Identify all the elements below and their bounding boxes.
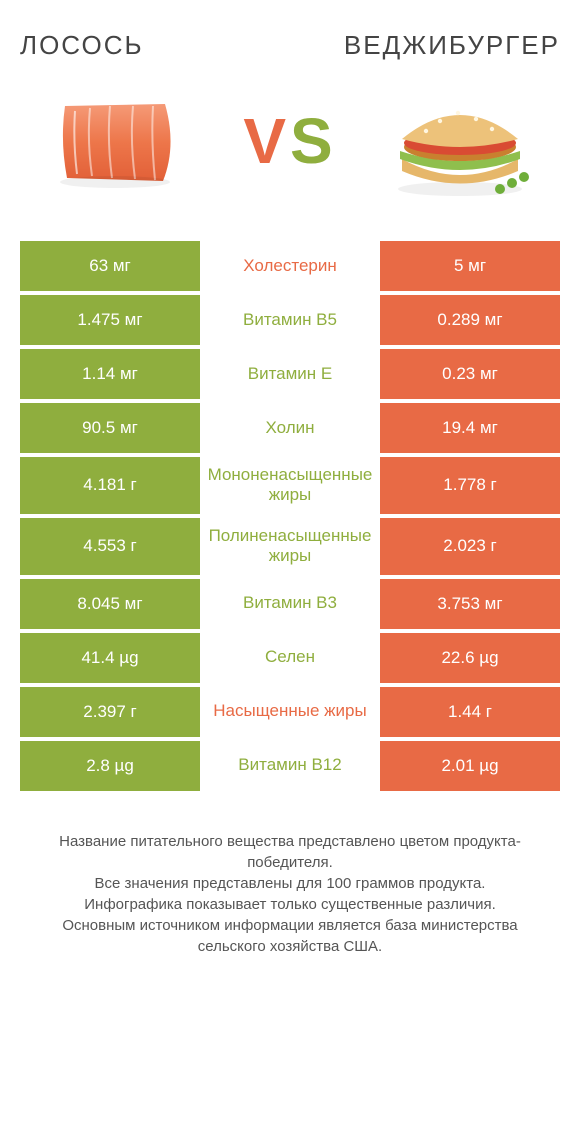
cell-right-value: 19.4 мг — [380, 403, 560, 453]
table-row: 4.553 гПолиненасыщенные жиры2.023 г — [20, 518, 560, 575]
cell-left-value: 63 мг — [20, 241, 200, 291]
cell-right-value: 2.01 µg — [380, 741, 560, 791]
cell-right-value: 1.44 г — [380, 687, 560, 737]
table-row: 4.181 гМононенасыщенные жиры1.778 г — [20, 457, 560, 514]
title-right: ВЕДЖИБУРГЕР — [344, 30, 560, 61]
cell-nutrient-name: Холин — [200, 403, 380, 453]
cell-right-value: 1.778 г — [380, 457, 560, 514]
title-left: ЛОСОСЬ — [20, 30, 144, 61]
cell-nutrient-name: Холестерин — [200, 241, 380, 291]
table-row: 1.14 мгВитамин E0.23 мг — [20, 349, 560, 399]
table-row: 1.475 мгВитамин B50.289 мг — [20, 295, 560, 345]
table-row: 63 мгХолестерин5 мг — [20, 241, 560, 291]
cell-nutrient-name: Витамин B12 — [200, 741, 380, 791]
cell-nutrient-name: Мононенасыщенные жиры — [200, 457, 380, 514]
cell-nutrient-name: Насыщенные жиры — [200, 687, 380, 737]
footnote-line: Все значения представлены для 100 граммо… — [30, 873, 550, 894]
cell-right-value: 5 мг — [380, 241, 560, 291]
cell-nutrient-name: Витамин B3 — [200, 579, 380, 629]
footnote-line: Основным источником информации является … — [30, 915, 550, 957]
table-row: 41.4 µgСелен22.6 µg — [20, 633, 560, 683]
veggieburger-image — [380, 81, 540, 201]
cell-right-value: 22.6 µg — [380, 633, 560, 683]
cell-left-value: 1.14 мг — [20, 349, 200, 399]
cell-left-value: 1.475 мг — [20, 295, 200, 345]
cell-left-value: 4.553 г — [20, 518, 200, 575]
vs-letter-s: S — [290, 105, 337, 177]
footnote-line: Инфографика показывает только существенн… — [30, 894, 550, 915]
table-row: 90.5 мгХолин19.4 мг — [20, 403, 560, 453]
footnote-line: Название питательного вещества представл… — [30, 831, 550, 873]
cell-left-value: 2.397 г — [20, 687, 200, 737]
hero-row: VS — [20, 81, 560, 201]
cell-left-value: 2.8 µg — [20, 741, 200, 791]
cell-nutrient-name: Селен — [200, 633, 380, 683]
cell-right-value: 3.753 мг — [380, 579, 560, 629]
salmon-image — [40, 81, 200, 201]
vs-letter-v: V — [243, 105, 290, 177]
cell-nutrient-name: Витамин E — [200, 349, 380, 399]
cell-nutrient-name: Витамин B5 — [200, 295, 380, 345]
table-row: 2.397 гНасыщенные жиры1.44 г — [20, 687, 560, 737]
table-row: 2.8 µgВитамин B122.01 µg — [20, 741, 560, 791]
comparison-table: 63 мгХолестерин5 мг1.475 мгВитамин B50.2… — [20, 241, 560, 791]
cell-right-value: 0.289 мг — [380, 295, 560, 345]
cell-right-value: 2.023 г — [380, 518, 560, 575]
cell-left-value: 8.045 мг — [20, 579, 200, 629]
cell-left-value: 41.4 µg — [20, 633, 200, 683]
titles-row: ЛОСОСЬ ВЕДЖИБУРГЕР — [20, 30, 560, 61]
cell-nutrient-name: Полиненасыщенные жиры — [200, 518, 380, 575]
footnote: Название питательного вещества представл… — [20, 831, 560, 957]
vs-label: VS — [243, 104, 336, 178]
cell-left-value: 4.181 г — [20, 457, 200, 514]
table-row: 8.045 мгВитамин B33.753 мг — [20, 579, 560, 629]
cell-right-value: 0.23 мг — [380, 349, 560, 399]
cell-left-value: 90.5 мг — [20, 403, 200, 453]
